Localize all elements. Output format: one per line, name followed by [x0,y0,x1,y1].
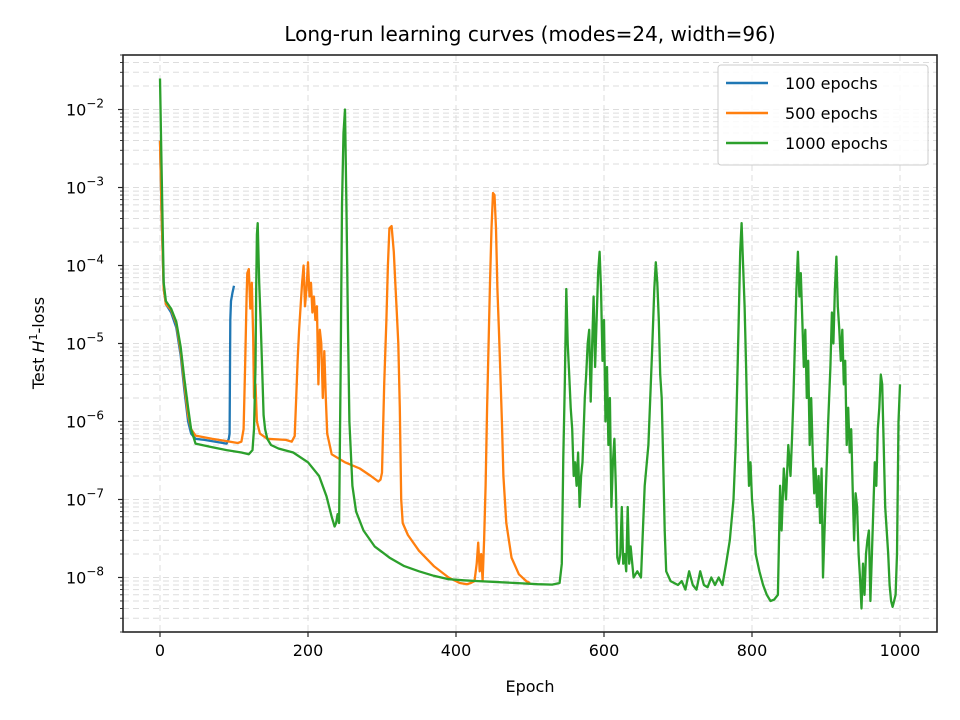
plot-lines [158,78,902,610]
chart-title: Long-run learning curves (modes=24, widt… [284,22,775,46]
y-axis-label-var: H [29,341,48,353]
x-tick-label: 200 [293,641,324,660]
y-tick-label: 10−2 [66,97,104,120]
y-tick-label: 10−7 [66,486,104,509]
y-tick-label: 10−5 [66,331,104,354]
y-axis-label-sup: 1 [27,334,40,341]
x-axis-label: Epoch [506,677,555,696]
legend: 100 epochs 500 epochs 1000 epochs [717,64,929,166]
x-tick-label: 400 [441,641,472,660]
y-tick-label: 10−3 [66,175,104,198]
y-axis-label: Test H1-loss [27,297,48,390]
x-tick-label: 800 [737,641,768,660]
legend-label: 1000 epochs [785,134,888,153]
x-tick-label: 1000 [880,641,921,660]
series-line-1000-epochs [158,78,902,610]
x-tick-label: 0 [155,641,165,660]
legend-box [717,64,929,166]
series-line-500-epochs [158,140,531,586]
x-tick-label: 600 [589,641,620,660]
y-axis-label-prefix: Test [29,353,48,391]
y-axis-label-suffix: -loss [29,297,48,334]
axis-ticks: 0 200 400 600 800 1000 10−8 10−7 10−6 10−5 10−4 10−… [66,54,921,660]
legend-label: 500 epochs [785,104,878,123]
legend-label: 100 epochs [785,74,878,93]
y-tick-label: 10−6 [66,408,104,431]
y-tick-label: 10−8 [66,564,104,587]
y-tick-label: 10−4 [66,253,104,276]
